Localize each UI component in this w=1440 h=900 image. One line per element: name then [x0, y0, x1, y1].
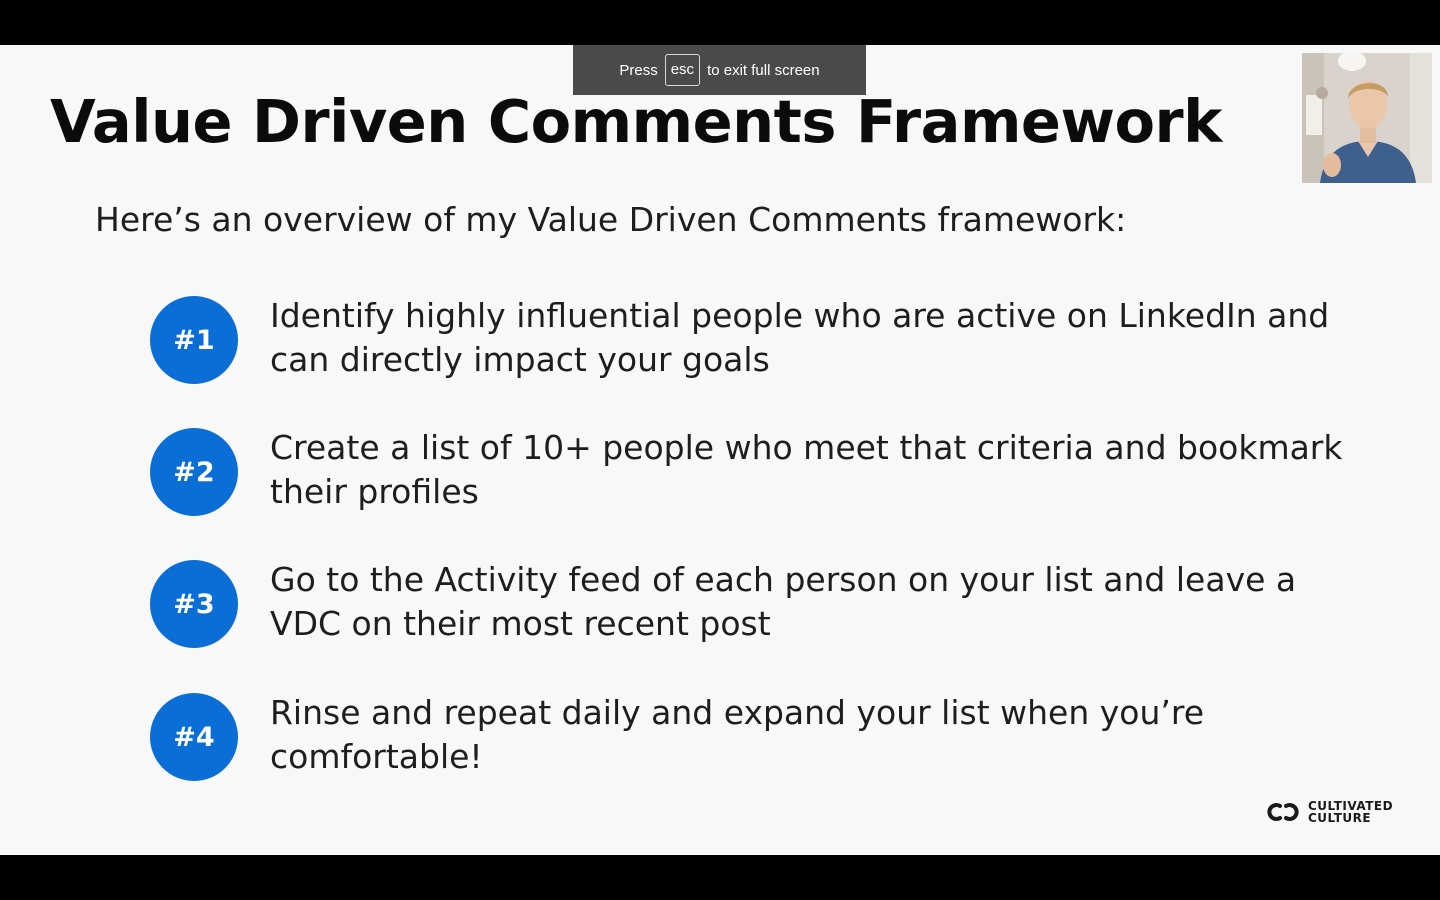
- slide-subtitle: Here’s an overview of my Value Driven Co…: [95, 200, 1127, 239]
- step-badge: #4: [150, 693, 238, 781]
- brand-line-1: CULTIVATED: [1308, 799, 1394, 813]
- webcam-video-thumbnail[interactable]: [1302, 53, 1432, 183]
- step-badge: #1: [150, 296, 238, 384]
- step-text: Rinse and repeat daily and expand your l…: [270, 693, 1205, 776]
- step-badge: #2: [150, 428, 238, 516]
- presentation-slide: Value Driven Comments Framework Here’s a…: [0, 45, 1440, 855]
- brand-wordmark: CULTIVATED CULTURE: [1308, 800, 1393, 824]
- esc-key-hint: esc: [664, 54, 701, 86]
- letterbox-bottom: [0, 855, 1440, 900]
- step-item-3: #3 Go to the Activity feed of each perso…: [150, 560, 1350, 652]
- step-item-2: #2 Create a list of 10+ people who meet …: [150, 428, 1350, 520]
- step-badge: #3: [150, 560, 238, 648]
- step-item-4: #4 Rinse and repeat daily and expand you…: [150, 693, 1350, 785]
- letterbox-top: [0, 0, 1440, 45]
- presenter-video-frame: [1302, 53, 1432, 183]
- fullscreen-exit-notice: Press esc to exit full screen: [573, 45, 866, 95]
- step-text: Identify highly influential people who a…: [270, 296, 1330, 379]
- link-loop-icon: [1267, 803, 1299, 821]
- brand-logo: CULTIVATED CULTURE: [1266, 800, 1393, 824]
- slide-title: Value Driven Comments Framework: [50, 87, 1222, 156]
- step-text: Create a list of 10+ people who meet tha…: [270, 428, 1343, 511]
- brand-line-2: CULTURE: [1308, 811, 1372, 825]
- step-item-1: #1 Identify highly influential people wh…: [150, 296, 1350, 388]
- step-text: Go to the Activity feed of each person o…: [270, 560, 1297, 643]
- notice-press-label: Press: [619, 61, 658, 79]
- notice-suffix-label: to exit full screen: [707, 61, 820, 79]
